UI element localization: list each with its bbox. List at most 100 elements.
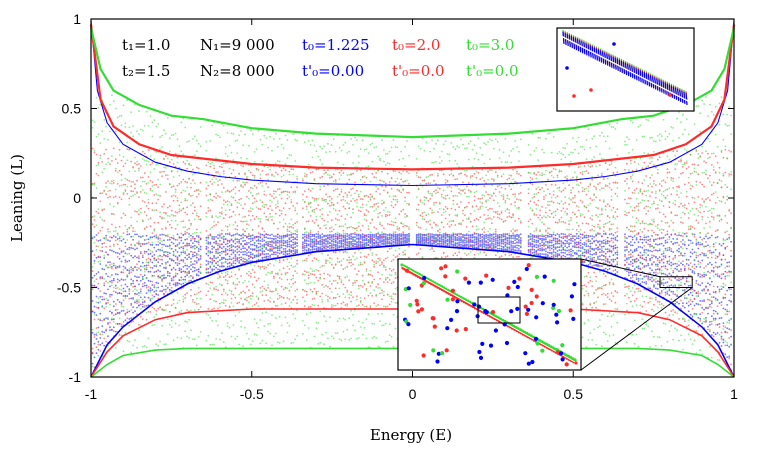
- data-point: [504, 241, 507, 244]
- data-point: [149, 311, 152, 313]
- data-point: [248, 289, 250, 291]
- data-point: [276, 239, 279, 242]
- data-point: [645, 248, 648, 251]
- data-point: [703, 288, 705, 290]
- data-point: [255, 246, 258, 248]
- data-point: [95, 210, 98, 213]
- data-point: [518, 255, 520, 258]
- data-point: [361, 244, 364, 247]
- data-point: [342, 251, 345, 254]
- data-point: [483, 185, 486, 188]
- data-point: [568, 243, 570, 246]
- data-point: [330, 230, 333, 233]
- data-point: [120, 217, 123, 219]
- data-point: [275, 212, 277, 215]
- data-point: [302, 273, 304, 276]
- data-point: [91, 347, 94, 350]
- data-point: [292, 243, 295, 246]
- data-point: [427, 241, 430, 244]
- data-point: [275, 235, 277, 238]
- data-point: [678, 270, 680, 273]
- data-point: [292, 252, 295, 255]
- data-point: [548, 233, 551, 236]
- data-point: [120, 239, 123, 242]
- data-point: [253, 237, 256, 240]
- data-point: [498, 233, 501, 236]
- data-point: [303, 242, 306, 245]
- data-point: [155, 250, 158, 253]
- data-point: [105, 182, 107, 184]
- data-point: [207, 246, 210, 249]
- data-point: [219, 251, 221, 254]
- data-point: [442, 238, 445, 241]
- data-point: [361, 304, 364, 306]
- data-point: [446, 233, 449, 236]
- data-point: [724, 308, 727, 311]
- data-point: [498, 244, 501, 247]
- data-point: [174, 255, 177, 258]
- data-point: [290, 234, 293, 237]
- data-point: [728, 299, 731, 302]
- data-point: [543, 245, 545, 248]
- data-point: [664, 247, 667, 250]
- data-point: [626, 237, 628, 240]
- data-point: [494, 254, 497, 256]
- data-point: [238, 254, 241, 256]
- data-point: [639, 274, 642, 277]
- data-point: [99, 296, 102, 298]
- data-point: [577, 237, 580, 240]
- data-point: [236, 179, 239, 182]
- data-point: [130, 268, 133, 271]
- data-point: [473, 195, 476, 198]
- data-point: [267, 173, 269, 175]
- data-point: [680, 234, 682, 237]
- data-point: [606, 236, 609, 239]
- data-point: [386, 250, 389, 253]
- data-point: [423, 203, 426, 205]
- data-point: [139, 252, 142, 255]
- data-point: [435, 243, 437, 246]
- data-point: [402, 236, 405, 239]
- data-point: [163, 243, 165, 246]
- data-point: [188, 227, 191, 230]
- data-point: [111, 294, 113, 296]
- data-point: [406, 233, 408, 236]
- data-point: [219, 275, 221, 278]
- data-point: [234, 228, 237, 230]
- data-point: [392, 281, 395, 283]
- data-point: [340, 246, 343, 249]
- data-point: [460, 223, 462, 226]
- data-point: [336, 275, 339, 277]
- data-point: [710, 263, 713, 266]
- data-point: [234, 246, 237, 249]
- data-point: [309, 235, 312, 238]
- data-point: [396, 188, 399, 191]
- data-point: [433, 179, 435, 182]
- data-point: [228, 244, 231, 247]
- data-point: [587, 235, 590, 237]
- data-point: [460, 243, 462, 246]
- data-point: [332, 236, 335, 238]
- data-point: [678, 250, 680, 253]
- data-point: [311, 298, 314, 300]
- data-point: [460, 201, 462, 203]
- data-point: [103, 220, 106, 222]
- data-point: [211, 268, 214, 271]
- data-point: [707, 325, 709, 328]
- data-point: [471, 233, 474, 236]
- data-point: [172, 260, 175, 262]
- data-point: [249, 219, 252, 221]
- data-point: [417, 233, 420, 236]
- data-point: [267, 237, 269, 240]
- data-point: [419, 240, 422, 243]
- data-point: [151, 251, 154, 253]
- data-point: [595, 244, 597, 247]
- data-point: [624, 233, 626, 236]
- data-point: [305, 257, 308, 260]
- data-point: [354, 233, 356, 236]
- data-point: [249, 272, 252, 275]
- data-point: [359, 198, 362, 201]
- data-point: [132, 247, 135, 250]
- data-point: [278, 252, 281, 255]
- data-point: [211, 260, 214, 262]
